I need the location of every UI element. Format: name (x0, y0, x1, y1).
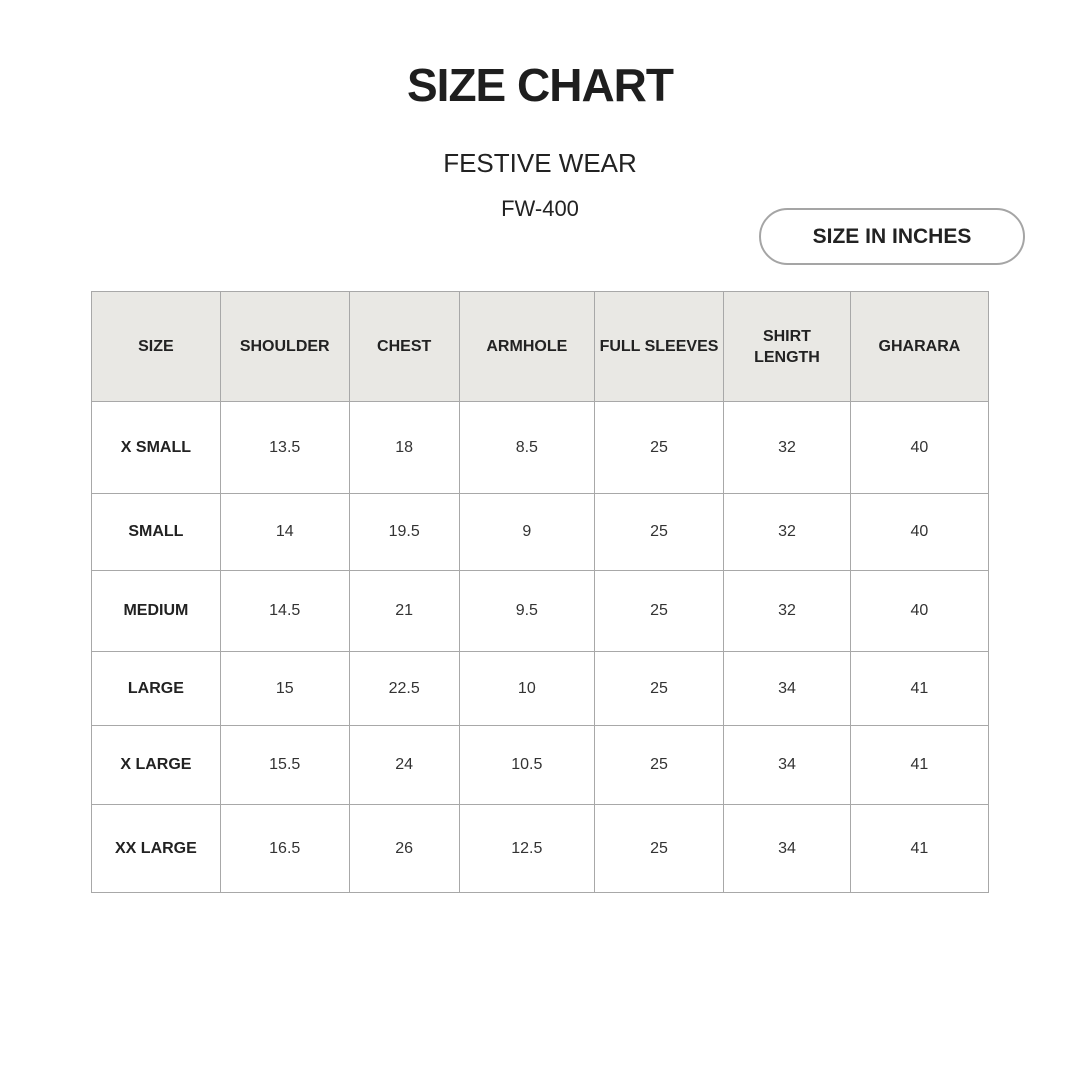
unit-badge: SIZE IN INCHES (759, 208, 1025, 265)
column-header: SHIRT LENGTH (723, 291, 851, 402)
measurement-cell: 40 (849, 401, 990, 494)
measurement-cell: 41 (849, 725, 990, 805)
table-header-row: SIZE SHOULDER CHEST ARMHOLE FULL SLEEVES SHIR… (91, 291, 990, 402)
measurement-cell: 25 (593, 725, 725, 805)
measurement-cell: 15 (219, 651, 350, 726)
product-code: FW-400 (501, 196, 579, 221)
measurement-cell: 25 (593, 401, 725, 494)
measurement-cell: 19.5 (348, 493, 460, 571)
measurement-cell: 26 (348, 804, 460, 893)
column-header: GHARARA (849, 291, 990, 402)
size-label: X LARGE (91, 725, 221, 805)
size-label: X SMALL (91, 401, 221, 494)
measurement-cell: 15.5 (219, 725, 350, 805)
table-row: SMALL 14 19.5 9 25 32 40 (91, 493, 990, 571)
size-label: SMALL (91, 493, 221, 571)
column-header: FULL SLEEVES (593, 291, 725, 402)
column-header: SIZE (91, 291, 221, 402)
measurement-cell: 8.5 (458, 401, 595, 494)
measurement-cell: 13.5 (219, 401, 350, 494)
measurement-cell: 34 (723, 651, 851, 726)
measurement-cell: 16.5 (219, 804, 350, 893)
column-header: CHEST (348, 291, 460, 402)
size-label: MEDIUM (91, 570, 221, 652)
table-row: LARGE 15 22.5 10 25 34 41 (91, 651, 990, 726)
measurement-cell: 10 (458, 651, 595, 726)
measurement-cell: 24 (348, 725, 460, 805)
table-row: MEDIUM 14.5 21 9.5 25 32 40 (91, 570, 990, 652)
measurement-cell: 41 (849, 651, 990, 726)
measurement-cell: 41 (849, 804, 990, 893)
measurement-cell: 12.5 (458, 804, 595, 893)
table-row: X SMALL 13.5 18 8.5 25 32 40 (91, 401, 990, 494)
collection-subtitle: FESTIVE WEAR (443, 148, 637, 178)
measurement-cell: 34 (723, 804, 851, 893)
measurement-cell: 40 (849, 570, 990, 652)
table-row: X LARGE 15.5 24 10.5 25 34 41 (91, 725, 990, 805)
measurement-cell: 40 (849, 493, 990, 571)
measurement-cell: 32 (723, 570, 851, 652)
measurement-cell: 32 (723, 493, 851, 571)
measurement-cell: 25 (593, 804, 725, 893)
measurement-cell: 21 (348, 570, 460, 652)
measurement-cell: 14.5 (219, 570, 350, 652)
measurement-cell: 25 (593, 570, 725, 652)
measurement-cell: 14 (219, 493, 350, 571)
table-row: XX LARGE 16.5 26 12.5 25 34 41 (91, 804, 990, 893)
measurement-cell: 34 (723, 725, 851, 805)
size-label: LARGE (91, 651, 221, 726)
measurement-cell: 9 (458, 493, 595, 571)
measurement-cell: 9.5 (458, 570, 595, 652)
measurement-cell: 22.5 (348, 651, 460, 726)
column-header: ARMHOLE (458, 291, 595, 402)
size-table: SIZE SHOULDER CHEST ARMHOLE FULL SLEEVES SHIR… (91, 291, 990, 893)
column-header: SHOULDER (219, 291, 350, 402)
measurement-cell: 25 (593, 493, 725, 571)
measurement-cell: 18 (348, 401, 460, 494)
size-label: XX LARGE (91, 804, 221, 893)
measurement-cell: 25 (593, 651, 725, 726)
measurement-cell: 32 (723, 401, 851, 494)
measurement-cell: 10.5 (458, 725, 595, 805)
page-title: SIZE CHART (407, 59, 674, 111)
